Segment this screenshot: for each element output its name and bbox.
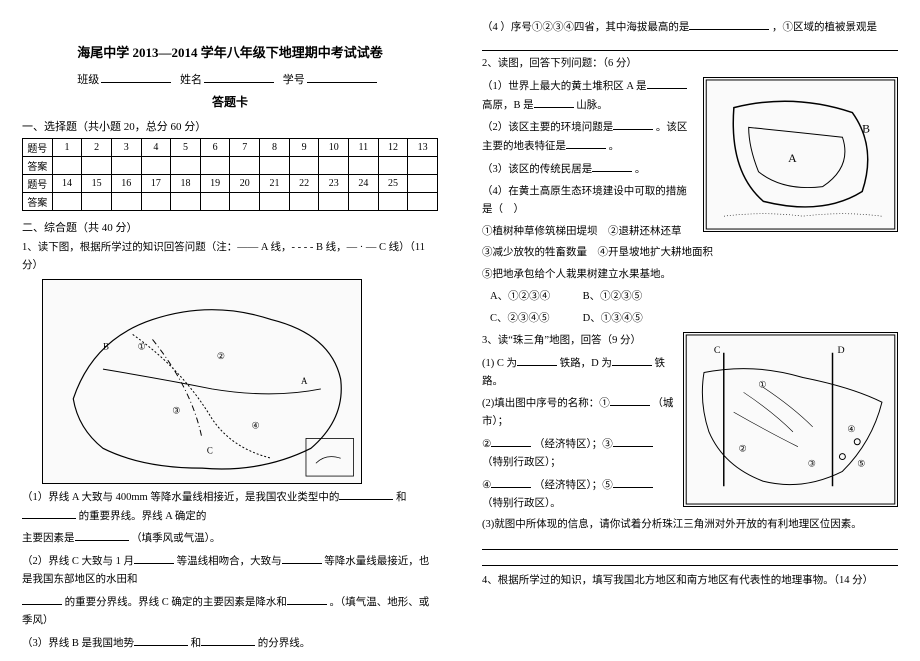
svg-text:C: C [714, 345, 721, 356]
svg-text:C: C [207, 445, 213, 455]
q2-choices-ab: A、①②③④ B、①②③⑤ [490, 288, 898, 306]
pearl-river-delta-map: C D ① ② ③ ④ ⑤ [683, 332, 898, 507]
q2-opt2: ③减少放牧的牲畜数量 ④开垦坡地扩大耕地面积 [482, 244, 898, 262]
blank-line [482, 538, 898, 550]
class-label: 班级 [77, 74, 99, 86]
answer-card-heading: 答题卡 [22, 93, 438, 110]
svg-text:①: ① [138, 341, 146, 351]
svg-text:②: ② [739, 443, 747, 453]
q1-2-cont: 的重要分界线。界线 C 确定的主要因素是降水和 。（填气温、地形、或季风） [22, 593, 438, 630]
q1-1-cont: 主要因素是 （填季风或气温）。 [22, 529, 438, 548]
svg-text:D: D [837, 345, 844, 356]
name-blank [204, 82, 274, 83]
blank-line [482, 554, 898, 566]
answer-table-1: 题号 12345678910111213 答案 题号 1415161718192… [22, 138, 438, 211]
svg-text:①: ① [758, 379, 766, 389]
loess-plateau-map: A B [703, 77, 898, 232]
q2-choices-cd: C、②③④⑤ D、①③④⑤ [490, 310, 898, 328]
svg-text:③: ③ [172, 405, 180, 415]
ans-label: 答案 [23, 193, 53, 211]
q4: 4、根据所学过的知识，填写我国北方地区和南方地区有代表性的地理事物。（14 分） [482, 572, 898, 590]
svg-text:③: ③ [808, 458, 816, 468]
ans-label: 答案 [23, 157, 53, 175]
table-row: 答案 [23, 157, 438, 175]
svg-text:B: B [862, 121, 870, 135]
name-label: 姓名 [180, 74, 202, 86]
table-row: 题号 141516171819202122232425 [23, 175, 438, 193]
svg-text:A: A [788, 151, 797, 165]
q1-head: 1、读下图，根据所学过的知识回答问题（注：—— A 线，- - - - B 线，… [22, 239, 438, 275]
exam-title: 海尾中学 2013—2014 学年八年级下地理期中考试试卷 [22, 42, 438, 61]
svg-text:④: ④ [252, 420, 260, 430]
student-info-line: 班级 姓名 学号 [22, 71, 438, 87]
table-row: 答案 [23, 193, 438, 211]
q3-3: (3)就图中所体现的信息，请你试着分析珠江三角洲对外开放的有利地理区位因素。 [482, 516, 898, 534]
table-row: 题号 12345678910111213 [23, 139, 438, 157]
svg-text:④: ④ [847, 424, 855, 434]
svg-text:⑤: ⑤ [857, 458, 865, 468]
svg-text:A: A [301, 376, 308, 386]
svg-text:B: B [103, 341, 109, 351]
q1-3: （3）界线 B 是我国地势 和 的分界线。 [22, 634, 438, 653]
q1-2: （2）界线 C 大致与 1 月 等温线相吻合，大致与 等降水量线最接近，也是我国… [22, 552, 438, 589]
section-2-heading: 二、综合题（共 40 分） [22, 219, 438, 235]
num-label: 题号 [23, 175, 53, 193]
class-blank [101, 82, 171, 83]
num-label: 题号 [23, 139, 53, 157]
id-blank [307, 82, 377, 83]
q2-opt3: ⑤把地承包给个人栽果树建立水果基地。 [482, 266, 898, 284]
section-1-heading: 一、选择题（共小题 20，总分 60 分） [22, 118, 438, 134]
svg-text:②: ② [217, 351, 225, 361]
blank-line [482, 41, 898, 51]
q1-4: （4 ）序号①②③④四省，其中海拔最高的是 ，①区域的植被景观是 [482, 18, 898, 37]
q1-1: （1）界线 A 大致与 400mm 等降水量线相接近，是我国农业类型中的 和 的… [22, 488, 438, 526]
q2-head: 2、读图，回答下列问题：（6 分） [482, 55, 898, 73]
china-map: ① ② ③ ④ B A C [42, 279, 362, 484]
id-label: 学号 [283, 74, 305, 86]
